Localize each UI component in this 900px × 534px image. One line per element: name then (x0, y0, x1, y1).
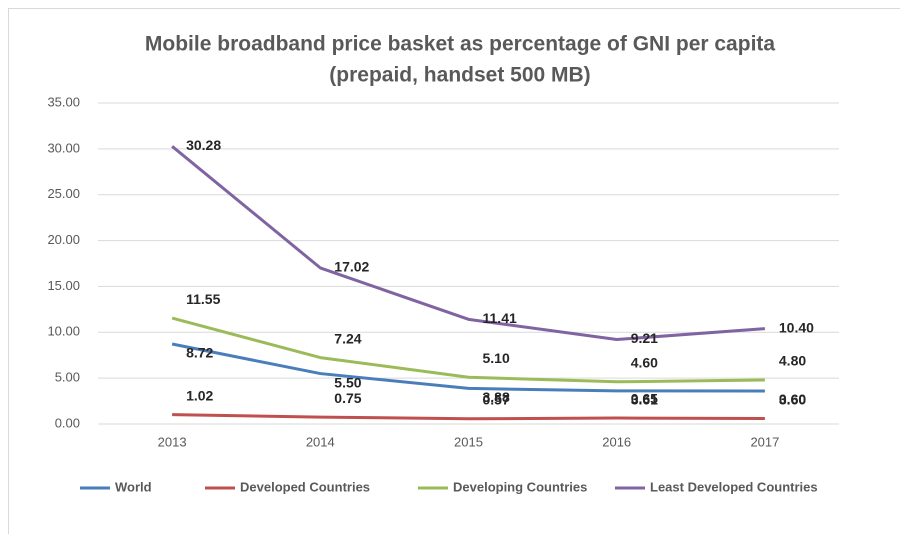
series-line (171, 342, 765, 393)
y-tick-label: 25.00 (47, 186, 80, 201)
data-label: 0.65 (631, 391, 658, 407)
data-label: 5.10 (483, 350, 510, 366)
data-label: 8.72 (186, 345, 213, 361)
chart-border (8, 8, 900, 534)
series-line (171, 145, 766, 342)
data-label: 3.61 (631, 392, 658, 408)
data-label: 3.60 (779, 392, 806, 408)
legend-label: World (115, 479, 152, 494)
x-tick-label: 2016 (602, 434, 631, 449)
y-tick-label: 30.00 (47, 140, 80, 155)
legend-label: Developing Countries (453, 479, 587, 494)
y-tick-label: 0.00 (55, 415, 80, 430)
x-tick-label: 2017 (750, 434, 779, 449)
x-tick-label: 2015 (454, 434, 483, 449)
data-label: 1.02 (186, 387, 213, 403)
series-line (172, 413, 765, 421)
legend-label: Least Developed Countries (650, 479, 818, 494)
data-label: 0.57 (483, 391, 510, 407)
y-tick-label: 10.00 (47, 324, 80, 339)
y-tick-label: 15.00 (47, 278, 80, 293)
series-line (171, 316, 765, 384)
y-tick-label: 35.00 (47, 94, 80, 109)
data-label: 3.88 (483, 389, 510, 405)
y-tick-label: 20.00 (47, 232, 80, 247)
data-label: 17.02 (334, 259, 369, 275)
data-label: 30.28 (186, 137, 221, 153)
data-label: 9.21 (631, 330, 658, 346)
data-label: 0.60 (779, 391, 806, 407)
data-label: 4.80 (779, 353, 806, 369)
legend-label: Developed Countries (240, 479, 370, 494)
data-label: 4.60 (631, 355, 658, 371)
data-label: 0.75 (334, 390, 361, 406)
data-label: 10.40 (779, 319, 814, 335)
data-label: 5.50 (334, 374, 361, 390)
data-label: 7.24 (334, 330, 361, 346)
chart-subtitle: (prepaid, handset 500 MB) (329, 64, 590, 87)
x-tick-label: 2014 (306, 434, 335, 449)
data-label: 11.41 (483, 310, 517, 326)
y-tick-label: 5.00 (55, 370, 80, 385)
data-label: 11.55 (186, 291, 220, 307)
chart-title: Mobile broadband price basket as percent… (145, 33, 775, 56)
x-tick-label: 2013 (158, 434, 187, 449)
